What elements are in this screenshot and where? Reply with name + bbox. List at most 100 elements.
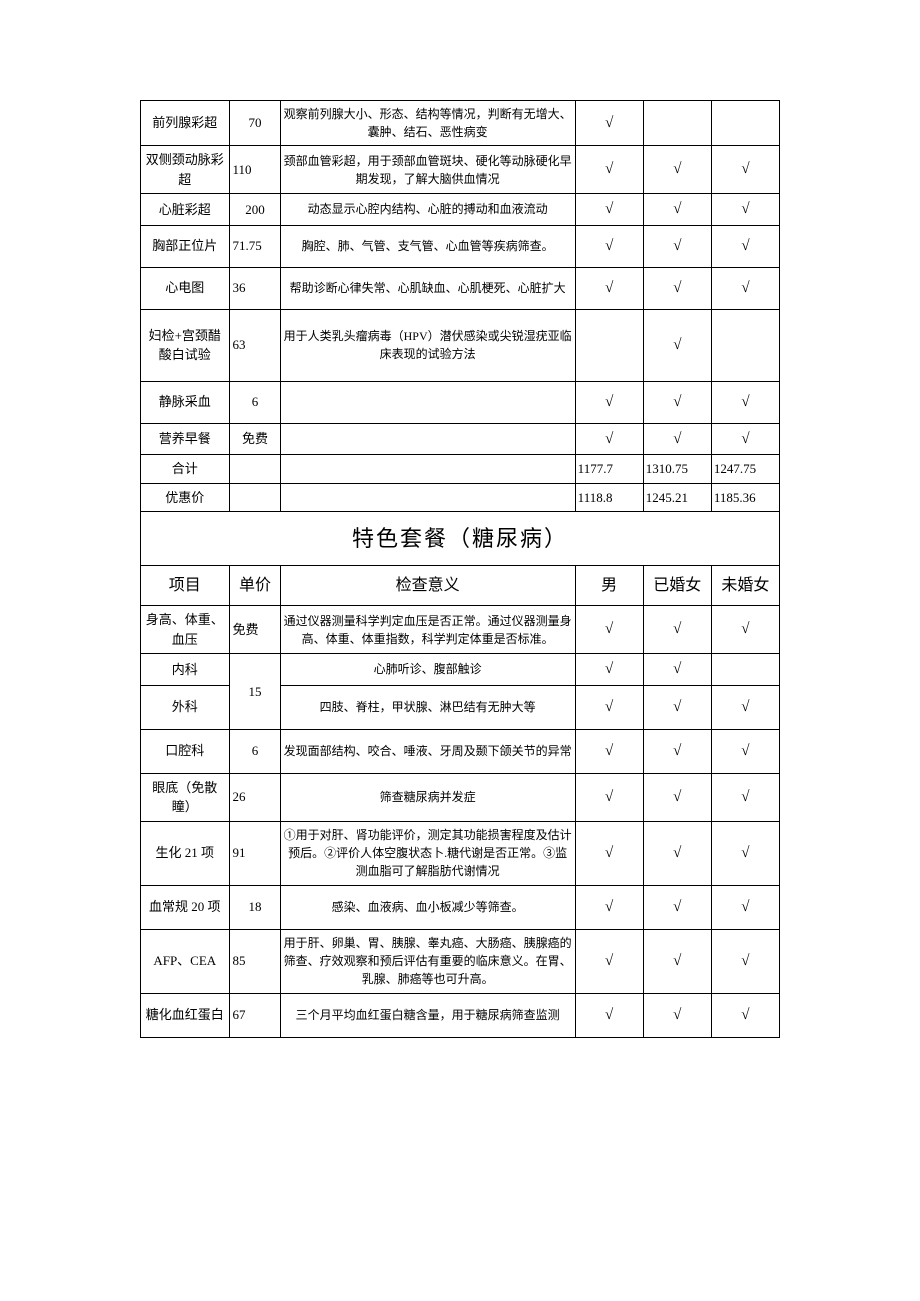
- check-married-female: √: [643, 929, 711, 993]
- total-row: 优惠价1118.81245.211185.36: [141, 483, 780, 512]
- item-name: 前列腺彩超: [141, 101, 230, 146]
- item-desc: 发现面部结构、咬合、唾液、牙周及颞下颌关节的异常: [280, 729, 575, 773]
- item-name: 双侧颈动脉彩超: [141, 146, 230, 194]
- table-row: 生化 21 项91①用于对肝、肾功能评价，测定其功能损害程度及估计预后。②评价人…: [141, 821, 780, 885]
- check-unmarried-female: √: [711, 821, 779, 885]
- table-row: 胸部正位片71.75胸腔、肺、气管、支气管、心血管等疾病筛查。√√√: [141, 225, 780, 267]
- total-label: 优惠价: [141, 483, 230, 512]
- item-name: 血常规 20 项: [141, 885, 230, 929]
- table-row: 口腔科6发现面部结构、咬合、唾液、牙周及颞下颌关节的异常√√√: [141, 729, 780, 773]
- item-desc: ①用于对肝、肾功能评价，测定其功能损害程度及估计预后。②评价人体空腹状态卜.糖代…: [280, 821, 575, 885]
- item-desc: 用于肝、卵巢、胃、胰腺、睾丸癌、大肠癌、胰腺癌的筛查、疗效观察和预后评估有重要的…: [280, 929, 575, 993]
- item-desc: 通过仪器测量科学判定血压是否正常。通过仪器测量身高、体重、体重指数，科学判定体重…: [280, 606, 575, 654]
- item-desc: 胸腔、肺、气管、支气管、心血管等疾病筛查。: [280, 225, 575, 267]
- check-unmarried-female: √: [711, 773, 779, 821]
- check-male: √: [575, 381, 643, 423]
- total-male: 1177.7: [575, 455, 643, 484]
- item-desc: 四肢、脊柱，甲状腺、淋巴结有无肿大等: [280, 685, 575, 729]
- item-name: 糖化血红蛋白: [141, 993, 230, 1037]
- table-row: 营养早餐免费√√√: [141, 423, 780, 455]
- check-married-female: √: [643, 821, 711, 885]
- check-male: √: [575, 885, 643, 929]
- check-unmarried-female: √: [711, 929, 779, 993]
- item-name: 眼底（免散瞳）: [141, 773, 230, 821]
- item-price: 6: [229, 381, 280, 423]
- item-name: 营养早餐: [141, 423, 230, 455]
- total-unmarried-female: 1185.36: [711, 483, 779, 512]
- item-name: 生化 21 项: [141, 821, 230, 885]
- section-title: 特色套餐（糖尿病）: [141, 512, 780, 566]
- item-desc: 帮助诊断心律失常、心肌缺血、心肌梗死、心脏扩大: [280, 267, 575, 309]
- item-price: 71.75: [229, 225, 280, 267]
- item-desc: [280, 423, 575, 455]
- table-row: AFP、CEA85用于肝、卵巢、胃、胰腺、睾丸癌、大肠癌、胰腺癌的筛查、疗效观察…: [141, 929, 780, 993]
- header-row: 项目单价检查意义男已婚女未婚女: [141, 566, 780, 606]
- check-unmarried-female: [711, 654, 779, 686]
- item-name: 心电图: [141, 267, 230, 309]
- header-name: 项目: [141, 566, 230, 606]
- check-unmarried-female: √: [711, 194, 779, 226]
- item-price: 70: [229, 101, 280, 146]
- check-unmarried-female: √: [711, 729, 779, 773]
- check-married-female: √: [643, 423, 711, 455]
- header-unmarried-female: 未婚女: [711, 566, 779, 606]
- total-married-female: 1245.21: [643, 483, 711, 512]
- item-desc: 三个月平均血红蛋白糖含量，用于糖尿病筛查监测: [280, 993, 575, 1037]
- check-male: √: [575, 685, 643, 729]
- check-male: √: [575, 993, 643, 1037]
- check-married-female: [643, 101, 711, 146]
- check-unmarried-female: √: [711, 685, 779, 729]
- check-married-female: √: [643, 993, 711, 1037]
- item-desc: 动态显示心腔内结构、心脏的搏动和血液流动: [280, 194, 575, 226]
- check-unmarried-female: √: [711, 993, 779, 1037]
- check-married-female: √: [643, 309, 711, 381]
- item-desc: [280, 381, 575, 423]
- item-price: 15: [229, 654, 280, 730]
- table-row: 眼底（免散瞳）26筛查糖尿病并发症√√√: [141, 773, 780, 821]
- check-male: √: [575, 654, 643, 686]
- item-desc: 心肺听诊、腹部触诊: [280, 654, 575, 686]
- check-male: √: [575, 821, 643, 885]
- check-unmarried-female: √: [711, 267, 779, 309]
- item-price: 26: [229, 773, 280, 821]
- check-male: √: [575, 729, 643, 773]
- check-unmarried-female: √: [711, 225, 779, 267]
- item-name: 心脏彩超: [141, 194, 230, 226]
- exam-table-1: 前列腺彩超70观察前列腺大小、形态、结构等情况，判断有无增大、囊肿、结石、恶性病…: [140, 100, 780, 512]
- check-unmarried-female: [711, 101, 779, 146]
- check-male: √: [575, 773, 643, 821]
- item-name: AFP、CEA: [141, 929, 230, 993]
- table-row: 心电图36帮助诊断心律失常、心肌缺血、心肌梗死、心脏扩大√√√: [141, 267, 780, 309]
- total-married-female: 1310.75: [643, 455, 711, 484]
- table-row: 前列腺彩超70观察前列腺大小、形态、结构等情况，判断有无增大、囊肿、结石、恶性病…: [141, 101, 780, 146]
- check-married-female: √: [643, 885, 711, 929]
- item-desc: 筛查糖尿病并发症: [280, 773, 575, 821]
- check-unmarried-female: √: [711, 885, 779, 929]
- total-unmarried-female: 1247.75: [711, 455, 779, 484]
- check-male: √: [575, 929, 643, 993]
- check-male: [575, 309, 643, 381]
- check-male: √: [575, 101, 643, 146]
- item-price: 18: [229, 885, 280, 929]
- item-price: 6: [229, 729, 280, 773]
- item-price: 200: [229, 194, 280, 226]
- table-row: 静脉采血6√√√: [141, 381, 780, 423]
- item-name: 外科: [141, 685, 230, 729]
- item-desc: 感染、血液病、血小板减少等筛查。: [280, 885, 575, 929]
- item-price: 免费: [229, 423, 280, 455]
- section-title-row: 特色套餐（糖尿病）: [141, 512, 780, 566]
- item-price: 免费: [229, 606, 280, 654]
- check-married-female: √: [643, 146, 711, 194]
- item-price: 91: [229, 821, 280, 885]
- item-name: 静脉采血: [141, 381, 230, 423]
- item-price: 36: [229, 267, 280, 309]
- check-married-female: √: [643, 773, 711, 821]
- table-row: 身高、体重、血压免费通过仪器测量科学判定血压是否正常。通过仪器测量身高、体重、体…: [141, 606, 780, 654]
- check-married-female: √: [643, 606, 711, 654]
- check-unmarried-female: [711, 309, 779, 381]
- check-unmarried-female: √: [711, 146, 779, 194]
- check-married-female: √: [643, 654, 711, 686]
- item-desc: 观察前列腺大小、形态、结构等情况，判断有无增大、囊肿、结石、恶性病变: [280, 101, 575, 146]
- check-male: √: [575, 606, 643, 654]
- item-price: 110: [229, 146, 280, 194]
